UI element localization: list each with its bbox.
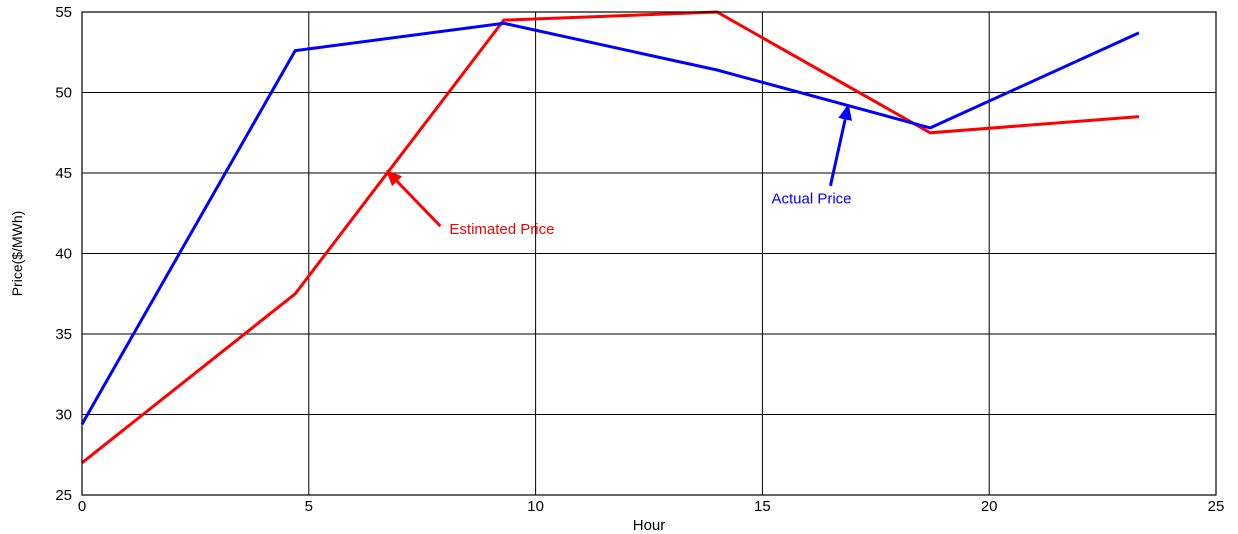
annotation-arrowhead-estimated-price xyxy=(385,169,403,187)
x-tick-label: 15 xyxy=(754,498,771,515)
x-tick-label: 5 xyxy=(305,498,313,515)
series-lines xyxy=(80,10,1140,464)
annotation-label-actual-price: Actual Price xyxy=(771,191,851,208)
series-line-estimated-price xyxy=(81,10,1140,464)
grid xyxy=(82,12,1216,495)
x-axis-label: Hour xyxy=(633,517,666,534)
tick-labels: 0 5 10 15 20 25 25 30 35 40 45 50 55 xyxy=(55,4,1224,515)
annotation-arrow-estimated-price xyxy=(395,180,442,228)
annotation-label-estimated-price: Estimated Price xyxy=(449,221,554,238)
annotations: Estimated Price Actual Price xyxy=(385,103,852,238)
y-tick-label: 55 xyxy=(55,4,72,21)
y-tick-label: 35 xyxy=(55,326,72,343)
y-tick-label: 25 xyxy=(55,487,72,504)
y-tick-label: 40 xyxy=(55,246,72,263)
x-tick-label: 20 xyxy=(981,498,998,515)
plot-frame xyxy=(81,11,1217,496)
x-tick-label: 25 xyxy=(1208,498,1225,515)
annotation-arrowhead-actual-price xyxy=(838,103,852,121)
y-tick-label: 30 xyxy=(55,407,72,424)
series-line-actual-price xyxy=(80,21,1140,425)
x-tick-label: 10 xyxy=(527,498,544,515)
y-tick-label: 50 xyxy=(55,85,72,102)
y-axis-label: Price($/MWh) xyxy=(9,211,25,297)
x-tick-label: 0 xyxy=(78,498,86,515)
annotation-arrow-actual-price xyxy=(828,119,847,187)
y-tick-label: 45 xyxy=(55,165,72,182)
